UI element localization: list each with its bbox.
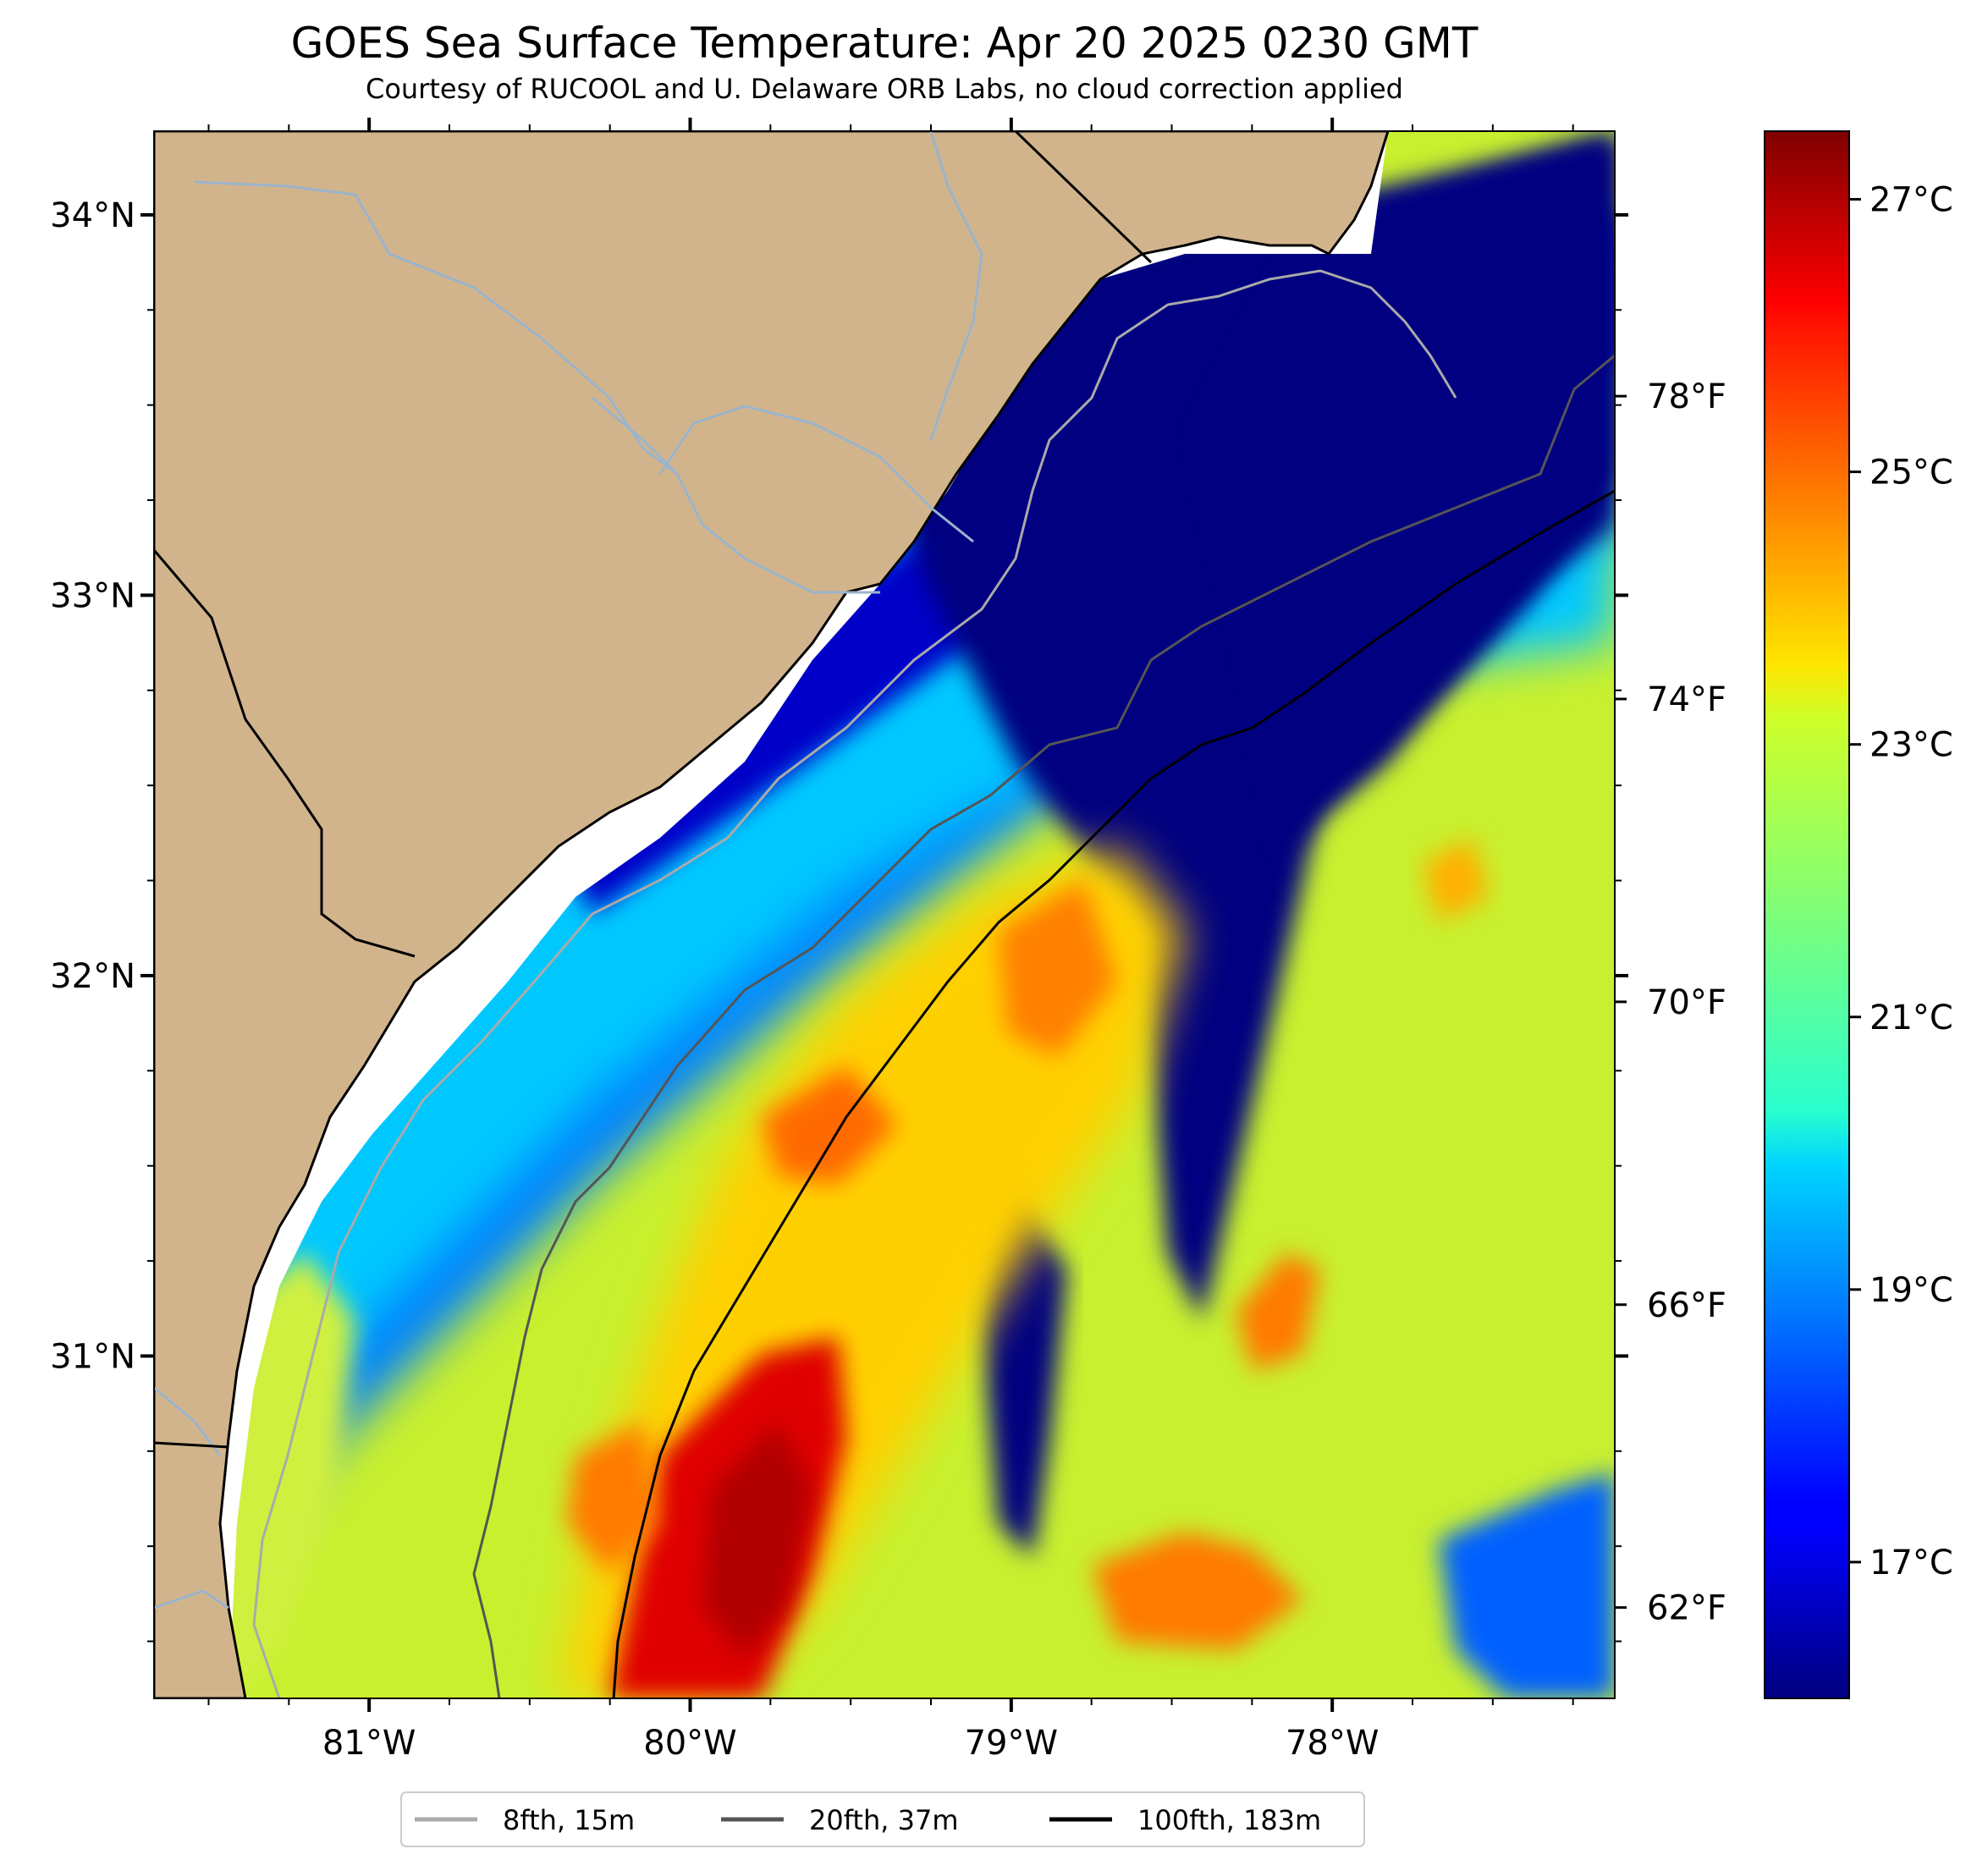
colorbar-c-label: 23°C xyxy=(1870,726,1953,765)
legend-frame xyxy=(400,1791,1365,1847)
lon-tick-label: 79°W xyxy=(965,1724,1058,1763)
legend-label: 20fth, 37m xyxy=(809,1804,958,1836)
colorbar-celsius-axis: 27°C 25°C 23°C 21°C 19°C 17°C xyxy=(1849,181,1953,1582)
land xyxy=(154,131,1390,1698)
colorbar-c-label: 21°C xyxy=(1870,999,1953,1037)
isobath-20fth xyxy=(472,354,1615,1698)
legend: 8fth, 15m 20fth, 37m 100fth, 183m xyxy=(400,1791,1365,1847)
state-border xyxy=(154,549,416,958)
colorbar-c-label: 25°C xyxy=(1870,454,1953,493)
sst-field xyxy=(203,135,1615,1698)
longitude-axis: 81°W 80°W 79°W 78°W xyxy=(207,118,1574,1763)
lat-tick-label: 31°N xyxy=(50,1337,135,1376)
figure-title: GOES Sea Surface Temperature: Apr 20 202… xyxy=(291,19,1479,68)
isobath-8fth xyxy=(252,269,1457,1698)
colorbar-f-label: 70°F xyxy=(1647,983,1726,1022)
legend-label: 8fth, 15m xyxy=(503,1804,635,1836)
legend-label: 100fth, 183m xyxy=(1137,1804,1321,1836)
latitude-axis: 34°N 33°N 32°N 31°N xyxy=(50,196,1628,1643)
lat-tick-label: 33°N xyxy=(50,576,135,615)
colorbar xyxy=(1764,130,1850,1699)
lat-tick-label: 34°N xyxy=(50,196,135,235)
lon-tick-label: 78°W xyxy=(1286,1724,1379,1763)
colorbar-c-label: 19°C xyxy=(1870,1271,1953,1310)
lon-tick-label: 81°W xyxy=(322,1724,416,1763)
map-panel xyxy=(154,131,1615,1698)
rivers xyxy=(154,131,983,1610)
figure-subtitle: Courtesy of RUCOOL and U. Delaware ORB L… xyxy=(366,73,1403,105)
map-frame xyxy=(153,130,1616,1699)
colorbar-f-label: 78°F xyxy=(1647,377,1726,416)
isobath-100fth xyxy=(612,489,1615,1698)
colorbar-f-label: 62°F xyxy=(1647,1589,1726,1628)
lon-tick-label: 80°W xyxy=(643,1724,736,1763)
lat-tick-label: 32°N xyxy=(50,957,135,996)
colorbar-f-label: 74°F xyxy=(1647,680,1726,719)
colorbar-f-label: 66°F xyxy=(1647,1286,1726,1325)
colorbar-c-label: 27°C xyxy=(1870,181,1953,220)
colorbar-c-label: 17°C xyxy=(1870,1544,1953,1582)
state-border-fl xyxy=(154,1441,229,1449)
colorbar-fahrenheit-axis: 78°F 74°F 70°F 66°F 62°F xyxy=(1615,377,1726,1628)
state-border-nc xyxy=(1014,131,1153,264)
